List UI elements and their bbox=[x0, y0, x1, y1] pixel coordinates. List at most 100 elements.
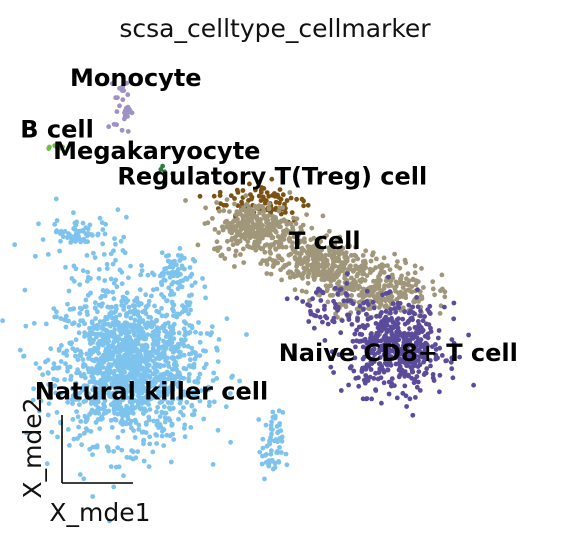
cell-point bbox=[166, 364, 172, 369]
cell-point bbox=[307, 268, 312, 274]
cell-point bbox=[106, 448, 112, 454]
cell-point bbox=[177, 282, 183, 288]
cell-point bbox=[362, 265, 368, 271]
cell-point bbox=[171, 362, 177, 368]
cell-point bbox=[161, 404, 167, 410]
cell-point bbox=[276, 408, 282, 414]
cell-point bbox=[75, 357, 81, 363]
cell-point bbox=[360, 253, 366, 258]
cell-point bbox=[437, 311, 443, 316]
chart-title: scsa_celltype_cellmarker bbox=[119, 14, 431, 43]
cell-point bbox=[433, 342, 438, 347]
cell-point bbox=[173, 344, 178, 350]
cell-point bbox=[73, 337, 79, 343]
cell-point bbox=[110, 390, 116, 396]
cell-point bbox=[119, 127, 125, 133]
cell-point bbox=[114, 109, 120, 114]
cell-point bbox=[58, 229, 64, 234]
points-layer bbox=[0, 80, 476, 524]
cell-point bbox=[46, 401, 52, 406]
cell-point bbox=[364, 299, 370, 304]
cell-point bbox=[415, 379, 421, 385]
cell-point bbox=[368, 367, 374, 372]
cell-point bbox=[108, 464, 114, 469]
cell-point bbox=[187, 329, 193, 335]
cell-point bbox=[77, 472, 83, 477]
cell-point bbox=[327, 293, 333, 298]
cell-point bbox=[128, 263, 133, 269]
cell-point bbox=[128, 325, 134, 331]
cell-point bbox=[150, 287, 156, 293]
cell-point bbox=[132, 417, 138, 423]
cell-point bbox=[322, 264, 328, 270]
cell-point bbox=[159, 282, 165, 288]
cell-point bbox=[145, 272, 151, 278]
cell-point bbox=[329, 349, 335, 355]
cell-point bbox=[449, 337, 455, 342]
cell-point bbox=[268, 423, 274, 428]
cell-point bbox=[379, 319, 384, 325]
cell-point bbox=[305, 280, 311, 286]
cell-point bbox=[268, 251, 273, 256]
cell-point bbox=[186, 311, 191, 317]
cell-point bbox=[251, 212, 256, 218]
cell-point bbox=[424, 351, 430, 357]
cell-point bbox=[379, 310, 384, 315]
cell-point bbox=[190, 257, 196, 262]
cell-point bbox=[148, 315, 154, 320]
cell-point bbox=[221, 208, 227, 214]
cell-point bbox=[132, 373, 138, 379]
cell-point bbox=[228, 439, 234, 445]
cell-point bbox=[112, 236, 117, 242]
cell-point bbox=[280, 205, 286, 211]
cell-point bbox=[286, 252, 292, 258]
cell-point bbox=[51, 376, 57, 382]
cell-point bbox=[126, 304, 132, 310]
cell-point bbox=[361, 307, 366, 312]
cell-point bbox=[143, 422, 149, 427]
cell-point bbox=[170, 349, 176, 355]
cell-point bbox=[351, 277, 357, 283]
cell-point bbox=[344, 281, 350, 286]
cell-point bbox=[318, 298, 324, 303]
cell-point bbox=[72, 391, 78, 396]
cell-point bbox=[69, 340, 74, 346]
cell-point bbox=[246, 209, 251, 215]
cell-point bbox=[71, 436, 77, 442]
cell-point bbox=[264, 271, 270, 276]
cell-point bbox=[178, 341, 184, 347]
cell-point bbox=[87, 335, 93, 341]
cell-point bbox=[125, 114, 130, 119]
cell-point bbox=[157, 352, 163, 357]
cell-point bbox=[84, 309, 90, 315]
cell-point bbox=[161, 363, 167, 368]
cell-point bbox=[390, 325, 396, 331]
cell-point bbox=[228, 193, 234, 199]
cell-point bbox=[93, 380, 99, 386]
cell-point bbox=[240, 246, 246, 252]
cell-point bbox=[196, 320, 201, 325]
cell-point bbox=[338, 388, 344, 393]
cell-point bbox=[313, 256, 319, 262]
cell-point bbox=[245, 223, 251, 229]
cell-point bbox=[136, 360, 142, 365]
cell-point bbox=[320, 269, 325, 275]
cell-point bbox=[260, 227, 266, 233]
cell-point bbox=[357, 303, 363, 309]
cell-point bbox=[263, 452, 269, 457]
cell-point bbox=[193, 379, 199, 385]
cell-point bbox=[161, 348, 167, 353]
cell-point bbox=[371, 305, 377, 311]
cell-point bbox=[161, 443, 167, 448]
cell-point bbox=[352, 252, 357, 258]
cell-point bbox=[374, 281, 380, 287]
cell-point bbox=[387, 298, 393, 304]
cell-point bbox=[395, 300, 401, 306]
cell-point bbox=[422, 333, 428, 339]
cell-point bbox=[299, 260, 305, 266]
cell-point bbox=[290, 240, 295, 246]
cell-point bbox=[109, 304, 115, 310]
cell-point bbox=[457, 354, 462, 360]
series-natural-killer-cell bbox=[0, 196, 290, 524]
cell-point bbox=[198, 388, 204, 393]
